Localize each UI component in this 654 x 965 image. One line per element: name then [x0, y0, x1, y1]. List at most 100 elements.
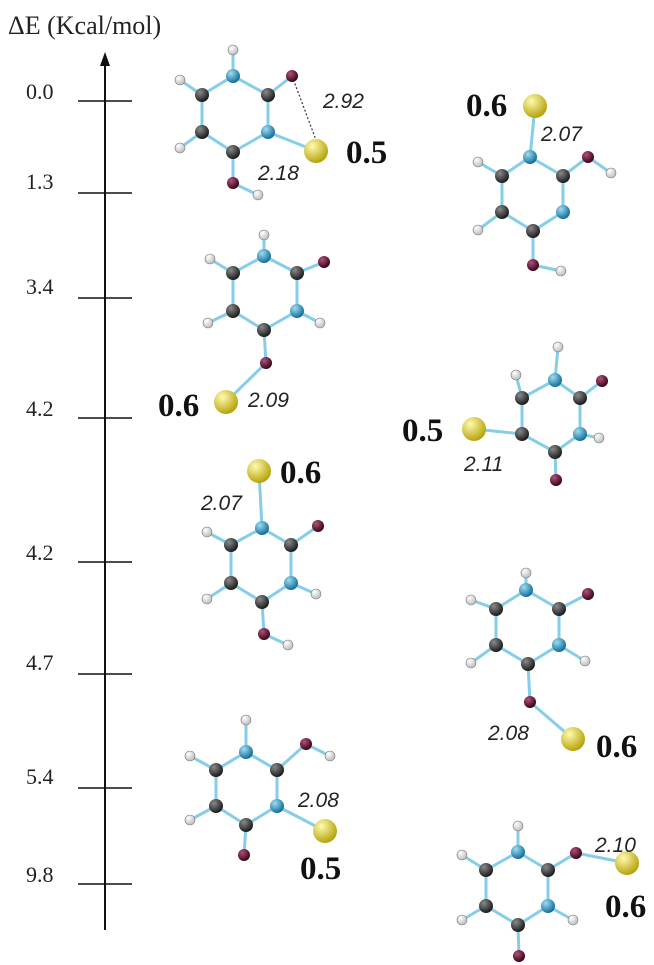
hydrogen-atom [605, 167, 617, 179]
carbon-atom [541, 863, 555, 877]
nitrogen-atom [239, 745, 253, 759]
oxygen-atom [527, 259, 539, 271]
hydrogen-atom [201, 526, 213, 538]
oxygen-atom [570, 847, 582, 859]
carbon-atom [255, 595, 269, 609]
metal-atom [304, 139, 328, 163]
carbon-atom [224, 538, 238, 552]
oxygen-atom [238, 849, 250, 861]
metal-atom [214, 390, 238, 414]
hydrogen-atom [310, 588, 322, 600]
axis-arrowhead [100, 52, 110, 66]
carbon-atom [226, 266, 240, 280]
nitrogen-atom [519, 583, 533, 597]
charge-label: 0.5 [300, 851, 341, 887]
hydrogen-atom [593, 432, 605, 444]
oxygen-atom [582, 151, 594, 163]
hydrogen-atom [314, 317, 326, 329]
carbon-atom [552, 602, 566, 616]
charge-label: 0.6 [605, 889, 646, 925]
hydrogen-atom [510, 369, 522, 381]
bond-length-label: 2.08 [487, 722, 529, 745]
hydrogen-atom [201, 593, 213, 605]
nitrogen-atom [290, 304, 304, 318]
tick-6: 5.4 [26, 764, 132, 789]
oxygen-atom [513, 950, 525, 962]
tick-label: 4.2 [26, 540, 54, 565]
nitrogen-atom [226, 69, 240, 83]
hydrogen-atom [456, 914, 468, 926]
metal-atom [561, 727, 585, 751]
charge-label: 0.6 [466, 88, 507, 124]
carbon-atom [209, 799, 223, 813]
carbon-atom [290, 266, 304, 280]
tick-0: 0.0 [26, 79, 132, 104]
tick-label: 0.0 [26, 79, 54, 104]
hydrogen-atom [258, 229, 270, 241]
carbon-atom [489, 602, 503, 616]
tick-4: 4.2 [26, 540, 132, 565]
carbon-atom [526, 224, 540, 238]
hydrogen-atom [579, 655, 591, 667]
carbon-atom [479, 863, 493, 877]
hydrogen-atom [456, 849, 468, 861]
hydrogen-atom [512, 820, 524, 832]
structure-8: 2.10 0.6 [456, 820, 646, 962]
carbon-atom [489, 638, 503, 652]
nitrogen-atom [541, 899, 555, 913]
bond-length-label: 2.92 [322, 90, 364, 113]
oxygen-atom [258, 628, 270, 640]
carbon-atom [548, 445, 562, 459]
hydrogen-atom [465, 657, 477, 669]
hydrogen-atom [472, 224, 484, 236]
carbon-atom [224, 576, 238, 590]
oxygen-atom [286, 70, 298, 82]
tick-label: 1.3 [26, 169, 54, 194]
oxygen-atom [582, 588, 594, 600]
charge-label: 0.5 [346, 135, 387, 171]
structure-5: 2.07 0.6 [200, 455, 324, 651]
hydrogen-atom [202, 317, 214, 329]
structure-4: 2.11 0.5 [402, 341, 608, 486]
nitrogen-atom [255, 521, 269, 535]
hydrogen-atom [465, 594, 477, 606]
carbon-atom [261, 88, 275, 102]
oxygen-atom [318, 256, 330, 268]
nitrogen-atom [523, 150, 537, 164]
hydrogen-atom [227, 44, 239, 56]
bond-length-label: 2.09 [247, 389, 289, 412]
hydrogen-atom [240, 714, 252, 726]
carbon-atom [511, 918, 525, 932]
carbon-atom [573, 391, 587, 405]
bond-length-label: 2.11 [463, 453, 503, 476]
metal-atom [313, 819, 337, 843]
carbon-atom [226, 145, 240, 159]
oxygen-atom [260, 357, 272, 369]
tick-label: 4.2 [26, 396, 54, 421]
hydrogen-atom [520, 567, 532, 579]
hydrogen-atom [282, 639, 294, 651]
oxygen-atom [596, 375, 608, 387]
hydrogen-atom [174, 142, 186, 154]
hydrogen-atom [472, 156, 484, 168]
hydrogen-atom [324, 750, 336, 762]
hydrogen-atom [204, 253, 216, 265]
structure-6: 2.08 0.6 [465, 567, 637, 765]
nitrogen-atom [270, 799, 284, 813]
tick-7: 9.8 [26, 862, 132, 887]
carbon-atom [495, 169, 509, 183]
bond-length-label: 2.18 [257, 162, 299, 185]
structure-1: 2.92 2.18 0.5 [174, 44, 387, 201]
carbon-atom [515, 427, 529, 441]
carbon-atom [257, 323, 271, 337]
hydrogen-atom [184, 750, 196, 762]
hydrogen-atom [184, 814, 196, 826]
bond-length-label: 2.07 [200, 492, 243, 515]
tick-1: 1.3 [26, 169, 132, 194]
nitrogen-atom [556, 205, 570, 219]
hydrogen-atom [555, 265, 567, 277]
structure-2: 2.07 0.6 [466, 88, 617, 277]
metal-atom [247, 459, 271, 483]
carbon-atom [495, 205, 509, 219]
